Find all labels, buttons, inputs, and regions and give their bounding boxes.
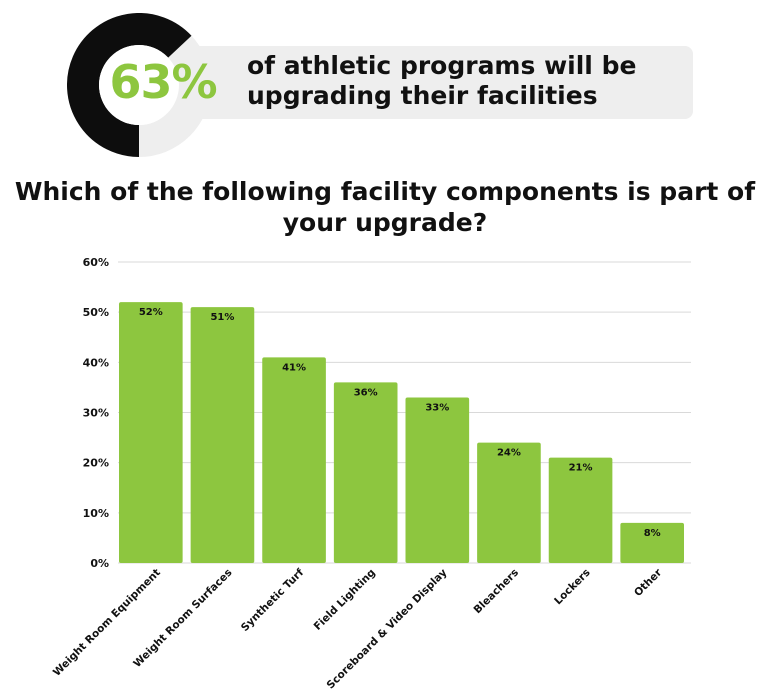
bar-value-label: 41% bbox=[282, 362, 306, 373]
y-tick-label: 60% bbox=[83, 256, 109, 269]
bar bbox=[405, 397, 470, 563]
x-tick-label: Scoreboard & Video Display bbox=[325, 567, 450, 692]
bar-value-label: 52% bbox=[139, 307, 163, 318]
bar bbox=[477, 442, 541, 563]
donut-value-arc bbox=[67, 13, 192, 157]
x-tick-label: Lockers bbox=[552, 567, 593, 608]
headline-percent: 63% bbox=[109, 55, 217, 109]
y-tick-label: 10% bbox=[83, 507, 109, 520]
bar bbox=[119, 302, 183, 563]
x-tick-label: Other bbox=[632, 566, 665, 599]
bar-value-label: 51% bbox=[210, 312, 234, 323]
donut-hole bbox=[99, 45, 179, 125]
headline-text: of athletic programs will be upgrading t… bbox=[247, 51, 637, 110]
bars bbox=[119, 302, 684, 563]
bar-value-label: 24% bbox=[497, 448, 521, 459]
bar bbox=[333, 382, 398, 563]
bar-value-label: 8% bbox=[644, 528, 661, 539]
y-tick-label: 40% bbox=[83, 356, 109, 369]
headline-donut bbox=[67, 13, 211, 157]
y-tick-label: 0% bbox=[90, 557, 109, 570]
chart-title: Which of the following facility componen… bbox=[14, 177, 756, 237]
bar-value-label: 33% bbox=[425, 402, 449, 413]
bar bbox=[548, 457, 613, 563]
y-tick-label: 50% bbox=[83, 306, 109, 319]
bar bbox=[620, 522, 684, 563]
bar-value-label: 21% bbox=[569, 463, 593, 474]
data-labels: 52% 51% 41% 36% 33% 24% 21% 8% bbox=[139, 307, 661, 539]
x-tick-label: Synthetic Turf bbox=[239, 566, 307, 634]
headline-banner bbox=[130, 46, 693, 119]
y-tick-label: 20% bbox=[83, 457, 109, 470]
bar bbox=[190, 307, 255, 563]
y-axis-ticks: 0% 10% 20% 30% 40% 50% 60% bbox=[83, 256, 109, 570]
x-tick-label: Field Lighting bbox=[312, 567, 378, 633]
bar-value-label: 36% bbox=[354, 387, 378, 398]
bar bbox=[262, 357, 326, 563]
x-tick-label: Bleachers bbox=[472, 567, 522, 617]
y-tick-label: 30% bbox=[83, 407, 109, 420]
